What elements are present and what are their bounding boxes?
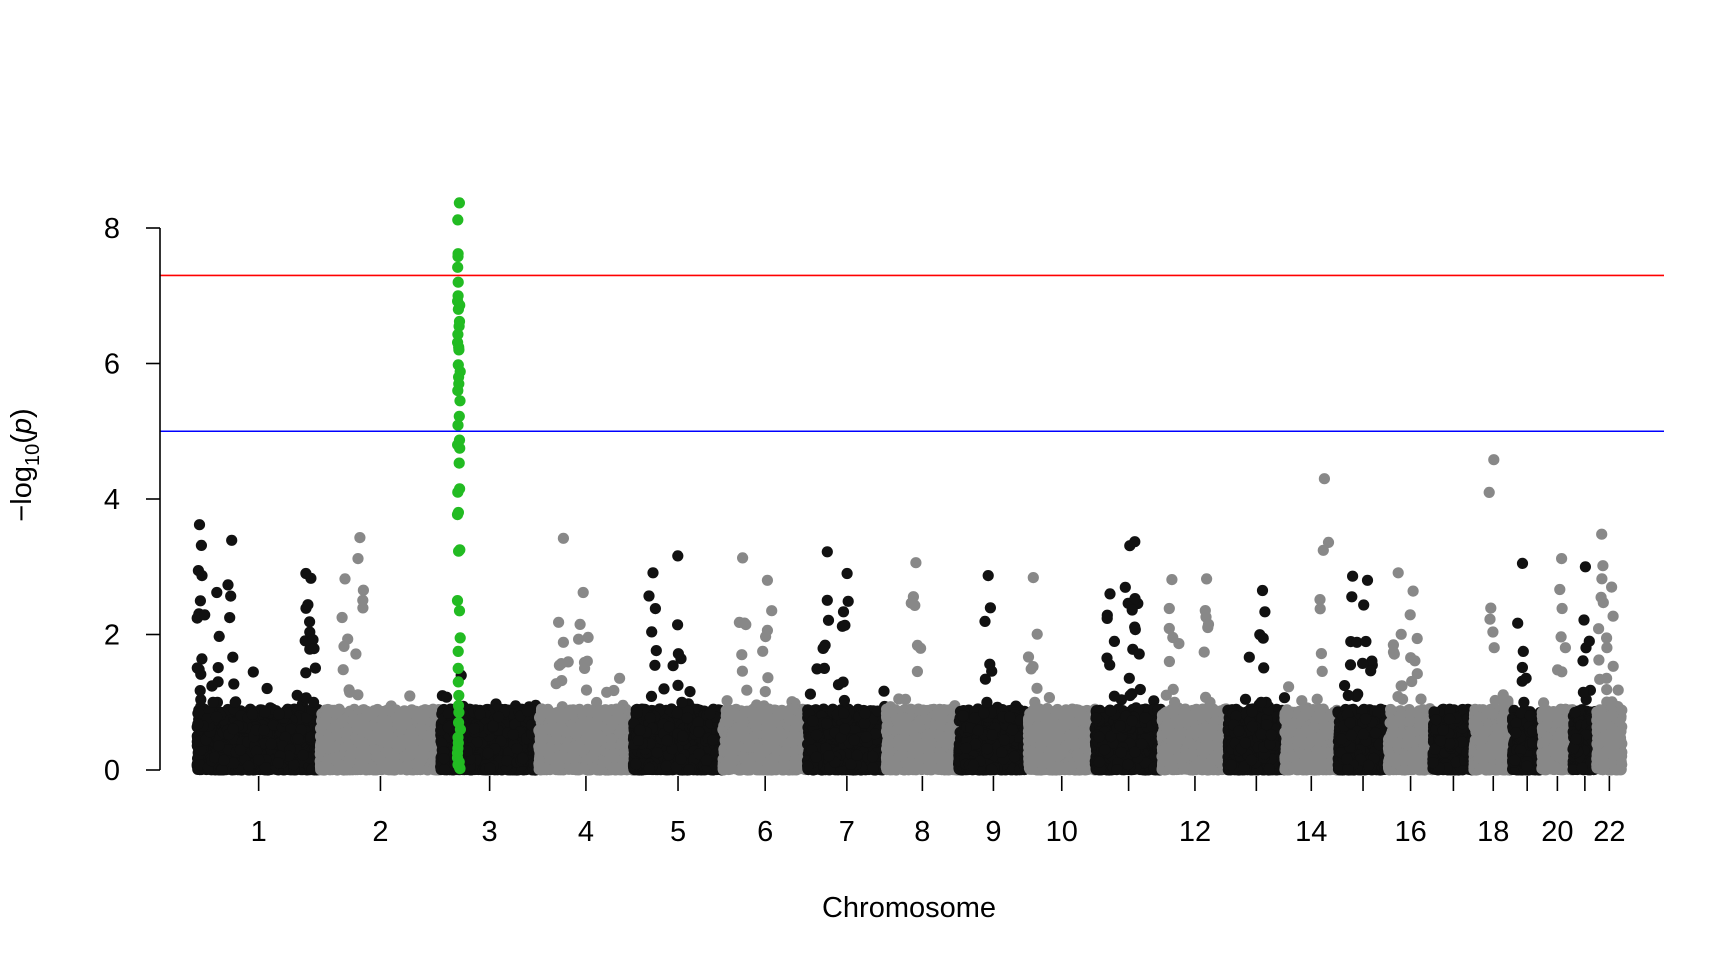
snp-point [329,741,341,753]
snp-point [318,764,331,776]
snp-point [406,737,418,749]
snp-point [246,708,258,721]
snp-point [259,706,271,719]
snp-point [192,718,204,730]
snp-point [377,732,389,744]
snp-points [191,454,1628,776]
snp-point [253,754,265,766]
snp-point [381,715,393,727]
snp-point [227,757,240,769]
snp-point [273,708,285,720]
snp-point [265,738,277,750]
snp-point [234,744,246,756]
snp-point [297,749,309,762]
snp-point [261,682,273,695]
snp-point [405,748,417,761]
snp-point [371,750,383,762]
snp-point [441,691,453,703]
snp-point [348,716,360,728]
chromosome-1-points [191,666,326,776]
snp-point [341,760,353,773]
snp-point [216,763,228,776]
chromosome-3-points [435,669,545,776]
snp-point [401,760,413,772]
snp-point [218,754,230,766]
snp-point [305,731,317,744]
snp-point [354,749,366,761]
snp-point [320,714,332,726]
snp-point [417,712,429,724]
snp-point [272,757,284,769]
snp-point [404,690,416,702]
snp-point [359,712,371,724]
snp-point [227,723,239,735]
snp-point [383,747,395,759]
chromosome-2-points [314,690,447,776]
snp-point [292,733,304,745]
snp-point [210,711,223,723]
snp-point [213,740,225,752]
snp-point [243,760,255,772]
snp-point [393,738,405,750]
snp-point [291,689,303,701]
snp-point [258,724,270,736]
snp-point [415,722,427,734]
snp-point [402,708,414,720]
snp-point [327,752,340,765]
snp-point [336,716,348,728]
snp-point [367,763,379,775]
snp-point [247,666,259,678]
snp-point [344,749,356,761]
snp-point [361,726,373,738]
